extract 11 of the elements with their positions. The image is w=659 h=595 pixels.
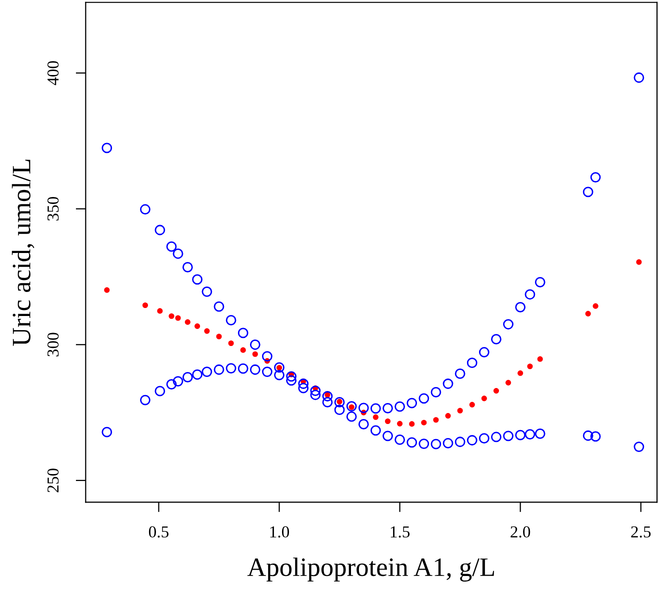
x-tick-label: 0.5 <box>148 526 168 538</box>
x-tick-label: 2.0 <box>510 526 530 538</box>
y-axis-title: Uric acid, umol/L <box>12 160 34 346</box>
y-tick-label: 250 <box>47 468 59 492</box>
x-tick-label: 1.0 <box>270 526 290 538</box>
y-tick-label: 300 <box>47 332 59 356</box>
x-axis-title: Apolipoprotein A1, g/L <box>247 558 494 582</box>
x-tick-label: 2.5 <box>631 526 651 538</box>
x-tick-label: 1.5 <box>390 526 410 538</box>
y-tick-label: 400 <box>47 61 59 86</box>
y-tick-label: 350 <box>47 196 59 221</box>
